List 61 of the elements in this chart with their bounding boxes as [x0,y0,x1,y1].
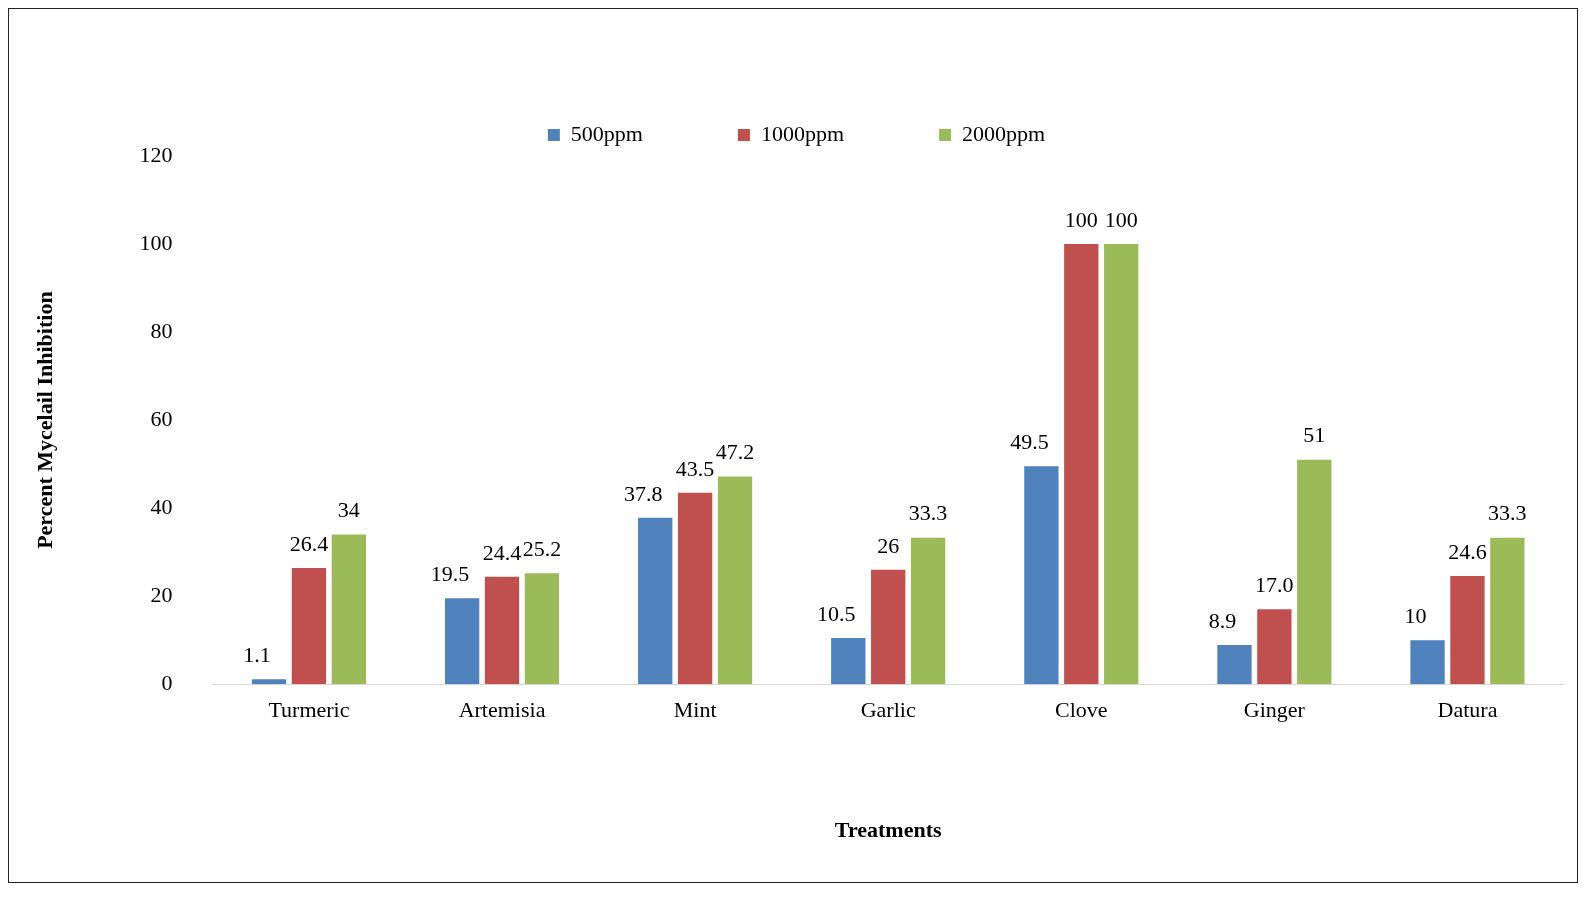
bar [444,598,480,685]
bar [251,679,287,685]
data-label: 10.5 [817,600,856,626]
data-label: 24.6 [1448,538,1487,564]
bar [291,568,327,685]
x-tick-label: Garlic [860,697,916,723]
data-label: 24.4 [482,539,522,565]
legend-label: 2000ppm [962,120,1046,146]
data-label: 49.5 [1010,429,1049,455]
data-label: 1.1 [243,642,271,668]
data-label: 47.2 [715,439,755,465]
data-label: 33.3 [1488,500,1527,526]
data-label: 26.4 [289,530,329,556]
data-label: 25.2 [522,536,562,562]
data-label: 33.3 [908,500,948,526]
bar [717,476,753,685]
x-axis-title: Treatments [834,817,942,843]
x-tick-label: Ginger [1243,697,1306,723]
legend-label: 1000ppm [760,120,845,146]
y-axis-title: Percent Mycelail Inhibition [31,291,57,549]
x-tick-label: Mint [673,697,717,723]
bar [1104,244,1139,685]
bar [1490,537,1525,685]
bar [524,573,560,685]
bar [1297,459,1332,685]
bar [1450,575,1485,685]
bar [1257,609,1292,685]
data-label: 8.9 [1208,607,1237,633]
bar [871,569,906,685]
data-label: 51 [1303,422,1326,448]
bar [1410,640,1445,685]
y-tick-label: 0 [161,669,173,695]
data-label: 100 [1064,206,1098,232]
data-label: 34 [337,497,360,523]
bar [831,637,866,685]
bar [638,517,673,685]
bar [1024,466,1059,685]
y-tick-label: 20 [150,581,173,607]
legend-label: 500ppm [570,120,643,146]
x-tick-label: Clove [1055,697,1108,723]
data-label: 19.5 [430,561,470,587]
bar [484,576,520,685]
bar [331,534,367,685]
data-label: 43.5 [675,455,715,481]
y-tick-label: 60 [150,405,173,431]
data-label: 26 [877,532,900,558]
data-label: 100 [1104,206,1138,232]
x-tick-label: Turmeric [268,697,350,723]
x-tick-label: Artemisia [458,697,546,723]
bar [677,492,713,685]
bar [910,537,946,685]
bar [1217,645,1252,685]
bar [1064,244,1099,685]
y-tick-label: 100 [139,229,173,255]
data-label: 10 [1404,602,1427,628]
y-tick-label: 40 [150,493,173,519]
x-tick-label: Datura [1437,697,1498,723]
data-label: 37.8 [623,480,663,506]
y-tick-label: 80 [150,317,173,343]
data-label: 17.0 [1255,572,1294,598]
y-tick-label: 120 [139,141,173,167]
